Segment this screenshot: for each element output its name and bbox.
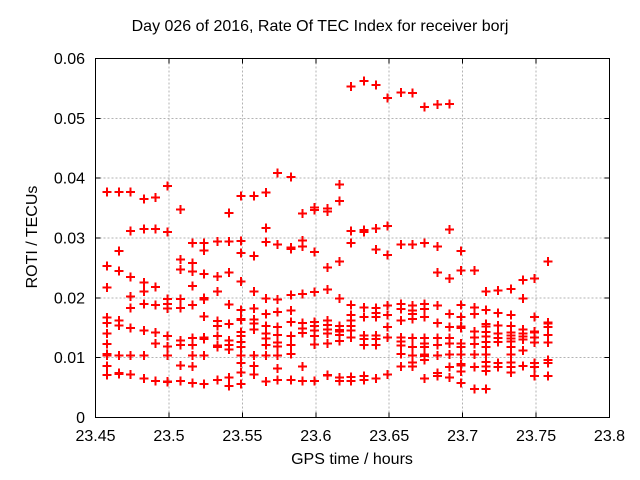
x-tick-label: 23.75 <box>516 428 556 445</box>
x-tick-label: 23.55 <box>222 428 262 445</box>
y-tick-label: 0.03 <box>54 231 85 248</box>
y-tick-label: 0.01 <box>54 350 85 367</box>
y-tick-label: 0.06 <box>54 51 85 68</box>
x-tick-label: 23.6 <box>300 428 331 445</box>
x-tick-label: 23.7 <box>447 428 478 445</box>
x-tick-label: 23.65 <box>369 428 409 445</box>
chart-title: Day 026 of 2016, Rate Of TEC Index for r… <box>131 18 509 35</box>
x-axis-title: GPS time / hours <box>291 451 413 468</box>
y-tick-label: 0 <box>76 410 85 427</box>
x-tick-label: 23.5 <box>153 428 184 445</box>
scatter-points <box>102 76 553 394</box>
y-tick-label: 0.02 <box>54 290 85 307</box>
x-tick-label: 23.8 <box>594 428 625 445</box>
y-tick-label: 0.04 <box>54 171 85 188</box>
y-tick-label: 0.05 <box>54 111 85 128</box>
x-tick-label: 23.45 <box>75 428 115 445</box>
